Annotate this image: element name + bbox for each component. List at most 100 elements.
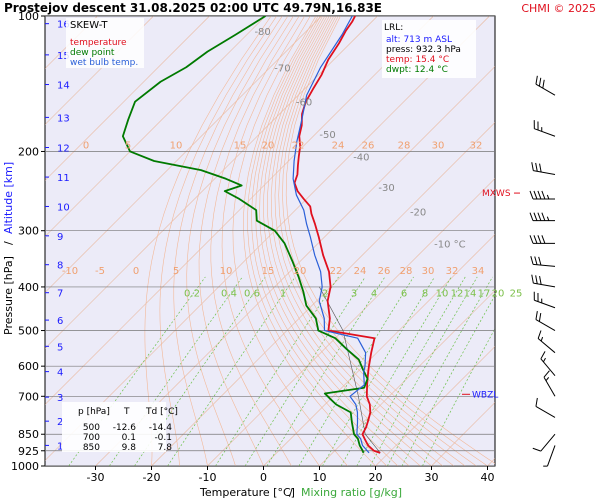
altitude-tick-label: 8 (57, 261, 63, 272)
mixing-ratio-label: 10 (436, 288, 449, 299)
pressure-tick-label: 400 (18, 281, 39, 294)
moist-adiabat-label-200: 5 (125, 140, 131, 151)
moist-adiabat-label-380: -10 (62, 266, 78, 277)
x-axis-separator: / (289, 486, 293, 499)
altitude-tick-label: 14 (57, 81, 70, 92)
chart-title: Prostejov descent 31.08.2025 02:00 UTC 4… (4, 1, 382, 15)
moist-adiabat-label-380: 15 (262, 266, 275, 277)
mixing-ratio-label: 12 (451, 288, 464, 299)
lrl-info-box: LRL: alt: 713 m ASL press: 932.3 hPa tem… (382, 20, 476, 78)
lrl-title: LRL: (384, 23, 403, 33)
moist-adiabat-label-200: 32 (470, 140, 483, 151)
moist-adiabat-label-200: 15 (234, 140, 247, 151)
mixing-ratio-label: 6 (401, 288, 407, 299)
isotherm-label: -20 (410, 208, 426, 219)
moist-adiabat-label-200: 30 (432, 140, 445, 151)
isotherm-label: -60 (296, 98, 312, 109)
moist-adiabat-label-200: 20 (262, 140, 275, 151)
moist-adiabat-label-380: 26 (378, 266, 391, 277)
altitude-tick-label: 4 (57, 368, 63, 379)
table-cell: -12.6 (113, 423, 137, 433)
altitude-tick-label: 7 (57, 289, 63, 300)
temperature-tick-label: 20 (369, 471, 383, 484)
altitude-tick-label: 9 (57, 232, 63, 243)
pressure-tick-label: 1000 (11, 460, 39, 473)
table-cell: 500 (83, 423, 100, 433)
mixing-ratio-label: 1 (280, 288, 286, 299)
isotherm-label: -10 °C (434, 239, 466, 250)
table-cell: -0.1 (154, 433, 172, 443)
lrl-temperature: temp: 15.4 °C (386, 55, 449, 65)
pressure-tick-label: 700 (18, 390, 39, 403)
legend-temperature: temperature (70, 38, 127, 48)
isotherm-label: -50 (319, 130, 335, 141)
table-cell: 700 (83, 433, 100, 443)
y-axis-title: Pressure [hPa] (2, 256, 15, 335)
y-axis-separator: / (2, 241, 15, 245)
temperature-tick-label: 30 (425, 471, 439, 484)
altitude-tick-label: 5 (57, 342, 63, 353)
moist-adiabat-label-200: 26 (362, 140, 375, 151)
moist-adiabat-label-200: 24 (332, 140, 345, 151)
moist-adiabat-label-380: -5 (95, 266, 105, 277)
table-header-td: Td [°C] (145, 407, 178, 417)
altitude-tick-label: 12 (57, 144, 70, 155)
moist-adiabat-label-380: 30 (422, 266, 435, 277)
mixing-ratio-label: 17 (478, 288, 491, 299)
temperature-tick-label: 40 (481, 471, 495, 484)
pressure-tick-label: 850 (18, 428, 39, 441)
mixing-ratio-label: 0.2 (184, 288, 200, 299)
moist-adiabat-label-200: 10 (170, 140, 183, 151)
mixing-ratio-label: 8 (422, 288, 428, 299)
moist-adiabat-label-380: 10 (220, 266, 233, 277)
table-cell: 7.8 (158, 443, 173, 453)
mixing-ratio-label: 0.4 (221, 288, 237, 299)
temperature-tick-label: 0 (260, 471, 267, 484)
legend-heading: SKEW-T (70, 20, 108, 31)
isotherm-label: -30 (378, 183, 394, 194)
level-table: p [hPa] T Td [°C] 500 -12.6 -14.4 700 0.… (62, 402, 178, 453)
credit-label: CHMI © 2025 (521, 2, 596, 15)
table-cell: 0.1 (122, 433, 136, 443)
pressure-tick-label: 600 (18, 360, 39, 373)
table-cell: 9.8 (122, 443, 137, 453)
altitude-tick-label: 13 (57, 113, 70, 124)
moist-adiabat-label-380: 20 (294, 266, 307, 277)
altitude-tick-label: 10 (57, 202, 70, 213)
x-axis-title: Temperature [°C] (199, 486, 295, 499)
moist-adiabat-label-200: 28 (398, 140, 411, 151)
moist-adiabat-label-200: 0 (83, 140, 89, 151)
lrl-altitude: alt: 713 m ASL (386, 35, 452, 45)
mixing-ratio-label: 25 (510, 288, 523, 299)
isotherm-label: -70 (274, 63, 290, 74)
moist-adiabat-label-380: 28 (400, 266, 413, 277)
mixing-ratio-label: 14 (464, 288, 477, 299)
temperature-tick-label: 10 (313, 471, 327, 484)
moist-adiabat-label-380: 24 (354, 266, 367, 277)
y-axis-title-altitude: Altitude [km] (2, 162, 15, 234)
mixing-ratio-label: 20 (492, 288, 505, 299)
temperature-tick-label: -10 (199, 471, 217, 484)
x-axis-title-mixing: Mixing ratio [g/kg] (301, 486, 402, 499)
legend-wetbulb: wet bulb temp. (70, 58, 138, 68)
pressure-tick-label: 500 (18, 325, 39, 338)
pressure-tick-label: 925 (18, 445, 39, 458)
mixing-ratio-label: 4 (371, 288, 377, 299)
moist-adiabat-label-200: 22 (292, 140, 305, 151)
moist-adiabat-label-380: 34 (472, 266, 485, 277)
mxws-label: MXWS (482, 189, 511, 199)
isotherm-label: -40 (353, 152, 369, 163)
altitude-tick-label: 11 (57, 173, 70, 184)
table-header-p: p [hPa] (78, 407, 110, 417)
table-header-t: T (123, 407, 130, 417)
moist-adiabat-label-380: 5 (173, 266, 179, 277)
lrl-dewpoint: dwpt: 12.4 °C (386, 65, 448, 75)
moist-adiabat-label-380: 22 (330, 266, 343, 277)
isotherm-label: -80 (254, 27, 270, 38)
table-cell: -14.4 (149, 423, 173, 433)
plot-area (45, 16, 495, 466)
pressure-tick-label: 200 (18, 145, 39, 158)
temperature-tick-label: -20 (143, 471, 161, 484)
